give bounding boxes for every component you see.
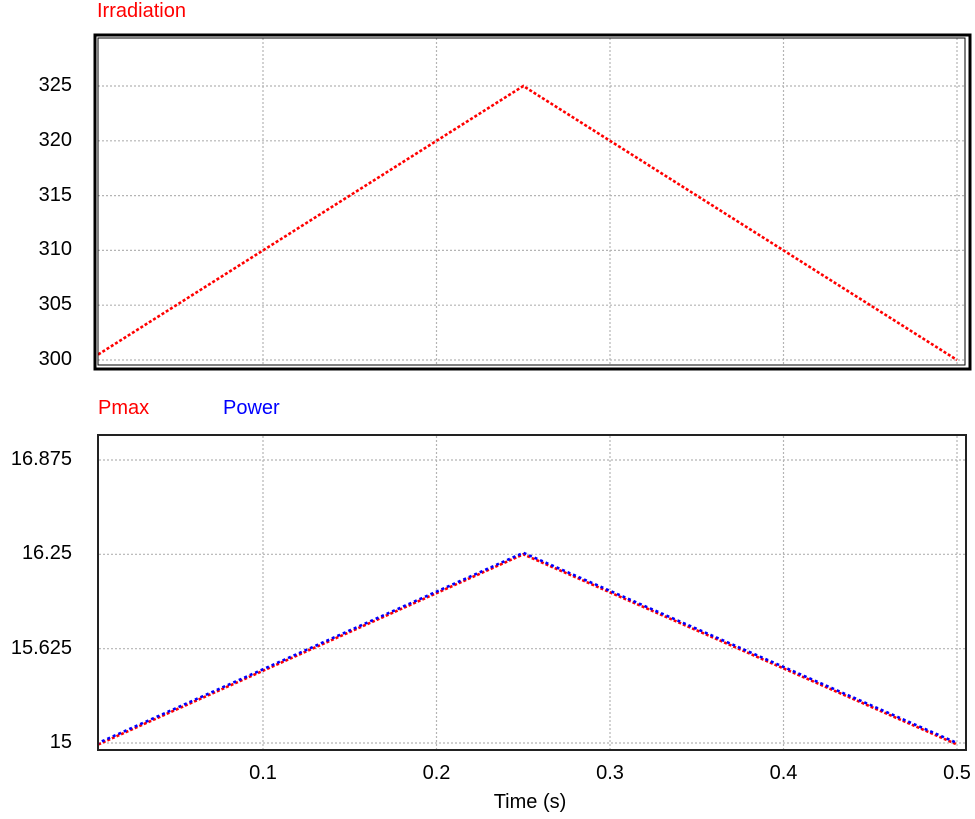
x-tick-label: 0.3 — [596, 762, 624, 784]
top-chart-title: Irradiation — [97, 0, 186, 22]
irradiation-line — [97, 84, 958, 362]
y-tick-label: 320 — [38, 128, 72, 151]
top-grid — [98, 38, 966, 366]
top-series — [97, 84, 958, 362]
x-tick-label: 0.1 — [249, 762, 277, 784]
pmax-line — [97, 552, 958, 746]
y-tick-label: 15 — [49, 731, 72, 753]
x-tick-label: 0.4 — [769, 762, 798, 784]
bottom-plot-frame[interactable] — [97, 434, 967, 751]
top-plot-inner-frame — [97, 37, 966, 366]
y-tick-label: 325 — [38, 74, 72, 96]
top-plot-frame[interactable] — [93, 33, 972, 371]
power-line — [97, 551, 958, 745]
y-tick-label: 315 — [38, 183, 72, 206]
y-tick-label: 310 — [38, 238, 72, 261]
y-tick-label: 15.625 — [10, 636, 72, 659]
bottom-grid — [99, 436, 965, 749]
legend-power: Power — [223, 397, 280, 419]
bottom-series — [97, 551, 958, 746]
y-tick-label: 300 — [38, 348, 72, 370]
x-tick-label: 0.5 — [943, 762, 971, 784]
y-tick-label: 16.25 — [21, 542, 72, 565]
x-axis-title: Time (s) — [493, 791, 567, 813]
y-tick-label: 16.875 — [10, 448, 72, 470]
x-tick-label: 0.2 — [422, 762, 451, 784]
y-tick-label: 305 — [38, 293, 72, 316]
legend-pmax: Pmax — [98, 397, 150, 419]
